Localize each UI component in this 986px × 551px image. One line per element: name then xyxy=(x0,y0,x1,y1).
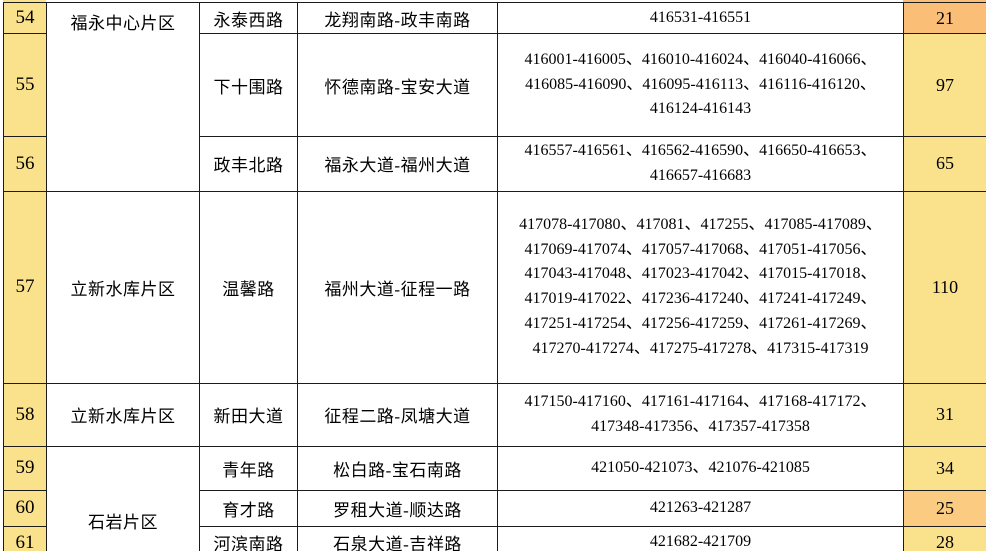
code-ranges-cell: 416001-416005、416010-416024、416040-41606… xyxy=(497,33,904,137)
code-ranges-cell: 421050-421073、421076-421085 xyxy=(497,445,904,491)
table-row: 54 福永中心片区 永泰西路 龙翔南路-政丰南路 416531-416551 2… xyxy=(3,2,986,192)
table-row: 61 河滨南路 石泉大道-吉祥路 421682-421709 28 xyxy=(3,525,986,551)
count-cell: 31 xyxy=(903,382,986,447)
code-ranges-cell: 421682-421709 xyxy=(497,525,904,551)
code-ranges-cell: 421263-421287 xyxy=(497,489,904,527)
count-cell: 65 xyxy=(903,136,986,192)
row-number-cell: 57 xyxy=(3,190,47,384)
row-number-cell: 60 xyxy=(3,489,47,527)
row-number-cell: 58 xyxy=(3,382,47,447)
table-row: 56 政丰北路 福永大道-福州大道 416557-416561、416562-4… xyxy=(3,136,986,192)
table-row: 55 下十围路 怀德南路-宝安大道 416001-416005、416010-4… xyxy=(3,33,986,137)
segment-cell: 福州大道-征程一路 xyxy=(297,190,498,384)
row-number-cell: 54 xyxy=(3,2,47,34)
row-number-cell: 55 xyxy=(3,33,47,137)
row-number-cell: 61 xyxy=(3,525,47,551)
segment-cell: 龙翔南路-政丰南路 xyxy=(297,2,498,34)
count-cell: 28 xyxy=(903,525,986,551)
count-cell: 97 xyxy=(903,33,986,137)
road-cell: 育才路 xyxy=(199,489,298,527)
count-cell: 34 xyxy=(903,445,986,491)
count-cell: 25 xyxy=(903,489,986,527)
code-ranges-cell: 416531-416551 xyxy=(497,2,904,34)
table-row: 59 石岩片区 青年路 松白路-宝石南路 421050-421073、42107… xyxy=(3,445,986,551)
code-ranges-cell: 417150-417160、417161-417164、417168-41717… xyxy=(497,382,904,447)
code-ranges-cell: 416557-416561、416562-416590、416650-41665… xyxy=(497,136,904,192)
cropped-row-sliver-count-col xyxy=(903,0,986,2)
count-cell: 110 xyxy=(903,190,986,384)
segment-cell: 石泉大道-吉祥路 xyxy=(297,525,498,551)
row-number-cell: 56 xyxy=(3,136,47,192)
road-cell: 河滨南路 xyxy=(199,525,298,551)
segment-cell: 罗租大道-顺达路 xyxy=(297,489,498,527)
district-cell: 立新水库片区 xyxy=(46,190,200,384)
row-number-cell: 59 xyxy=(3,445,47,491)
road-cell: 新田大道 xyxy=(199,382,298,447)
road-cell: 青年路 xyxy=(199,445,298,491)
segment-cell: 松白路-宝石南路 xyxy=(297,445,498,491)
road-cell: 政丰北路 xyxy=(199,136,298,192)
count-cell: 21 xyxy=(903,2,986,34)
segment-cell: 福永大道-福州大道 xyxy=(297,136,498,192)
table-row: 60 育才路 罗租大道-顺达路 421263-421287 25 xyxy=(3,489,986,527)
road-cell: 温馨路 xyxy=(199,190,298,384)
district-cell: 石岩片区 xyxy=(46,445,200,551)
table-row: 58 立新水库片区 新田大道 征程二路-凤塘大道 417150-417160、4… xyxy=(3,382,986,447)
zone-code-table: 54 福永中心片区 永泰西路 龙翔南路-政丰南路 416531-416551 2… xyxy=(3,2,986,551)
segment-cell: 征程二路-凤塘大道 xyxy=(297,382,498,447)
district-cell: 立新水库片区 xyxy=(46,382,200,447)
cropped-row-sliver-number-col xyxy=(3,0,46,2)
district-cell: 福永中心片区 xyxy=(46,2,200,192)
road-cell: 下十围路 xyxy=(199,33,298,137)
table-row: 57 立新水库片区 温馨路 福州大道-征程一路 417078-417080、41… xyxy=(3,190,986,384)
code-ranges-cell: 417078-417080、417081、417255、417085-41708… xyxy=(497,190,904,384)
road-cell: 永泰西路 xyxy=(199,2,298,34)
segment-cell: 怀德南路-宝安大道 xyxy=(297,33,498,137)
